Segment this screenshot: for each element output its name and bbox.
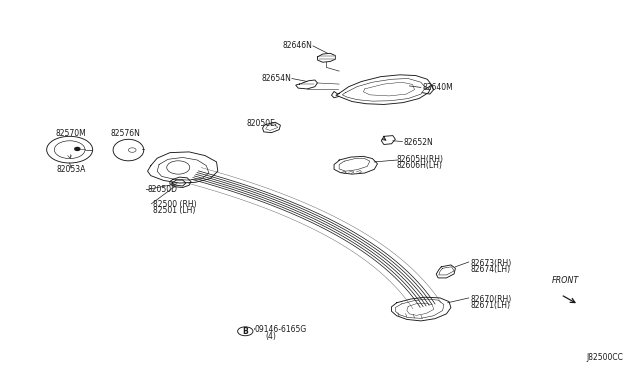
Text: 82652N: 82652N (403, 138, 433, 147)
Text: 82640M: 82640M (422, 83, 453, 92)
Text: 82053A: 82053A (56, 165, 86, 174)
Text: 82050D: 82050D (148, 185, 177, 194)
Text: 09146-6165G: 09146-6165G (255, 325, 307, 334)
Text: B: B (243, 327, 248, 336)
Text: 82570M: 82570M (56, 129, 86, 138)
Text: 82500 (RH): 82500 (RH) (153, 200, 196, 209)
Text: 82670(RH): 82670(RH) (470, 295, 511, 304)
Text: 82606H(LH): 82606H(LH) (397, 161, 442, 170)
Text: 82605H(RH): 82605H(RH) (397, 155, 444, 164)
Text: 82050E: 82050E (246, 119, 275, 128)
Text: 82673(RH): 82673(RH) (470, 259, 511, 267)
Text: FRONT: FRONT (552, 276, 579, 285)
Text: (4): (4) (266, 331, 276, 341)
Text: 82646N: 82646N (282, 41, 312, 51)
Text: 82501 (LH): 82501 (LH) (153, 206, 195, 215)
Text: 82576N: 82576N (111, 129, 141, 138)
Text: 82671(LH): 82671(LH) (470, 301, 510, 310)
Circle shape (75, 147, 80, 150)
Text: 82654N: 82654N (261, 74, 291, 83)
Text: J82500CC: J82500CC (586, 353, 623, 362)
Text: 82674(LH): 82674(LH) (470, 265, 510, 274)
